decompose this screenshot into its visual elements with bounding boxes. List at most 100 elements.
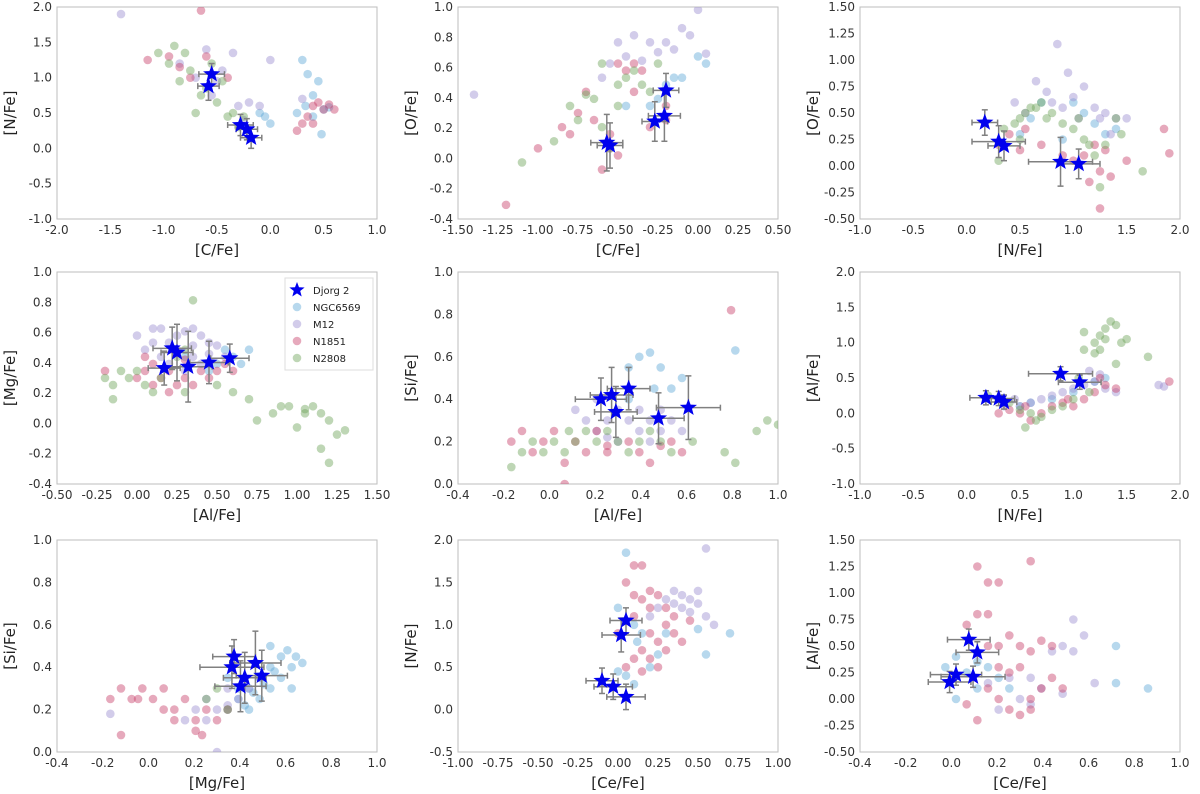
point-ngc6569 bbox=[941, 662, 950, 672]
point-n1851 bbox=[629, 561, 639, 570]
y-tick-label: -0.25 bbox=[824, 186, 855, 200]
point-m12 bbox=[1015, 401, 1025, 411]
point-m12 bbox=[629, 30, 639, 40]
point-n1851 bbox=[298, 119, 307, 128]
legend-label: N1851 bbox=[313, 337, 346, 348]
point-ngc6569 bbox=[701, 650, 711, 659]
point-m12 bbox=[677, 23, 687, 33]
point-n2808 bbox=[517, 158, 527, 167]
point-ngc6569 bbox=[645, 348, 655, 357]
point-n1851 bbox=[223, 705, 232, 714]
point-n1851 bbox=[159, 705, 168, 714]
point-n1851 bbox=[196, 7, 206, 15]
x-tick-label: 0.0 bbox=[942, 756, 961, 770]
point-m12 bbox=[669, 599, 679, 608]
point-n1851 bbox=[983, 684, 993, 693]
point-n2808 bbox=[1021, 423, 1030, 432]
y-tick-label: -0.4 bbox=[29, 477, 52, 491]
point-n1851 bbox=[1095, 373, 1105, 383]
point-n2808 bbox=[1085, 140, 1094, 150]
y-axis-label: [Mg/Fe] bbox=[1, 350, 19, 406]
point-n1851 bbox=[127, 694, 136, 704]
x-tick-label: 0.00 bbox=[685, 223, 712, 237]
point-n2808 bbox=[581, 90, 591, 99]
point-m12 bbox=[693, 599, 703, 608]
y-axis-label: [Al/Fe] bbox=[804, 622, 822, 670]
point-djorg2-star bbox=[253, 666, 271, 683]
point-m12 bbox=[1058, 641, 1067, 651]
point-n2808 bbox=[308, 401, 318, 411]
x-tick-label: 1.00 bbox=[284, 488, 311, 502]
point-n2808 bbox=[1010, 119, 1019, 128]
y-tick-label: 0.8 bbox=[434, 307, 453, 321]
point-n2808 bbox=[316, 444, 326, 453]
point-n2808 bbox=[124, 373, 134, 383]
point-ngc6569 bbox=[260, 112, 270, 121]
point-n2808 bbox=[228, 387, 238, 397]
legend-label: Djorg 2 bbox=[313, 286, 349, 297]
point-n2808 bbox=[284, 401, 294, 411]
y-tick-label: 0.6 bbox=[33, 618, 52, 632]
point-m12 bbox=[624, 416, 633, 425]
point-n1851 bbox=[1026, 705, 1035, 714]
point-n1851 bbox=[202, 52, 211, 61]
point-djorg2-star bbox=[620, 379, 638, 396]
point-n2808 bbox=[324, 416, 334, 425]
point-n1851 bbox=[159, 684, 168, 693]
point-n2808 bbox=[156, 373, 166, 383]
point-n2808 bbox=[688, 437, 697, 446]
y-tick-label: 0.4 bbox=[434, 392, 453, 406]
y-tick-label: 2.0 bbox=[33, 0, 52, 14]
point-ngc6569 bbox=[613, 603, 623, 613]
point-m12 bbox=[645, 612, 655, 621]
point-m12 bbox=[1047, 98, 1057, 107]
y-tick-label: -0.50 bbox=[824, 745, 855, 759]
point-m12 bbox=[1095, 370, 1105, 379]
x-tick-label: -0.5 bbox=[205, 223, 228, 237]
point-ngc6569 bbox=[1111, 124, 1121, 134]
x-tick-label: 1.00 bbox=[765, 756, 792, 770]
point-n1851 bbox=[1015, 662, 1025, 672]
point-n1851 bbox=[133, 694, 143, 704]
point-djorg2-star bbox=[598, 133, 616, 150]
point-n1851 bbox=[319, 105, 328, 114]
x-tick-label: -1.00 bbox=[442, 756, 473, 770]
point-n1851 bbox=[624, 437, 633, 446]
plot-area bbox=[507, 305, 778, 484]
x-tick-label: -0.50 bbox=[602, 223, 633, 237]
point-djorg2-star bbox=[1052, 364, 1070, 381]
point-n2808 bbox=[564, 426, 574, 436]
point-n2808 bbox=[292, 423, 302, 432]
panel-6: -1.0 -0.5 0.0 0.5 1.0 1.5 2.0 -1.0 -0.5 0.0 0.5 1.0… bbox=[804, 265, 1190, 524]
point-n2808 bbox=[635, 437, 644, 446]
point-m12 bbox=[1154, 380, 1163, 390]
y-tick-label: 0.5 bbox=[836, 371, 855, 385]
point-djorg2-star bbox=[221, 349, 239, 366]
point-n2808 bbox=[565, 101, 575, 111]
point-ngc6569 bbox=[276, 673, 286, 683]
point-ngc6569 bbox=[270, 667, 279, 676]
panel-frame bbox=[859, 271, 1181, 485]
point-m12 bbox=[1079, 82, 1089, 91]
x-tick-label: 1.0 bbox=[1170, 756, 1189, 770]
point-m12 bbox=[244, 98, 254, 107]
point-djorg2-star bbox=[976, 113, 994, 130]
point-n2808 bbox=[191, 108, 200, 118]
point-ngc6569 bbox=[223, 705, 232, 714]
point-n2808 bbox=[549, 437, 559, 446]
point-n2808 bbox=[223, 705, 232, 714]
point-m12 bbox=[635, 426, 644, 436]
x-tick-label: 0.6 bbox=[1079, 756, 1098, 770]
point-n1851 bbox=[645, 586, 655, 596]
point-ngc6569 bbox=[180, 352, 190, 362]
point-n2808 bbox=[202, 694, 211, 704]
point-ngc6569 bbox=[677, 373, 687, 383]
point-n1851 bbox=[1015, 641, 1025, 651]
point-n1851 bbox=[180, 373, 190, 383]
point-n1851 bbox=[669, 612, 679, 621]
point-n2808 bbox=[597, 59, 607, 68]
point-n1851 bbox=[637, 645, 647, 655]
x-tick-label: 0.50 bbox=[765, 223, 792, 237]
point-m12 bbox=[653, 47, 663, 57]
point-n2808 bbox=[613, 80, 623, 90]
